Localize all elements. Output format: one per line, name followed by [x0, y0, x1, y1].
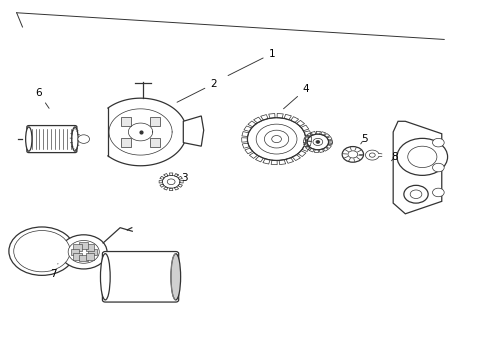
Circle shape — [78, 135, 90, 143]
Polygon shape — [324, 134, 330, 137]
Polygon shape — [326, 145, 331, 148]
Polygon shape — [309, 148, 314, 152]
Circle shape — [9, 227, 75, 275]
Polygon shape — [261, 114, 268, 120]
Polygon shape — [269, 113, 275, 118]
Polygon shape — [279, 160, 286, 165]
Polygon shape — [298, 151, 306, 157]
Polygon shape — [242, 132, 249, 136]
Text: 6: 6 — [35, 88, 49, 108]
Polygon shape — [248, 121, 256, 127]
Polygon shape — [311, 131, 316, 135]
Polygon shape — [242, 143, 249, 148]
Polygon shape — [393, 121, 442, 214]
Text: 3: 3 — [177, 173, 188, 183]
Circle shape — [167, 179, 175, 185]
Circle shape — [408, 146, 437, 167]
Ellipse shape — [100, 254, 110, 300]
Circle shape — [68, 240, 99, 263]
Ellipse shape — [171, 254, 181, 300]
Circle shape — [272, 135, 281, 143]
Ellipse shape — [72, 127, 78, 151]
Text: 2: 2 — [177, 79, 217, 102]
Polygon shape — [315, 149, 318, 153]
Circle shape — [369, 153, 375, 157]
FancyBboxPatch shape — [88, 249, 97, 255]
Text: 7: 7 — [50, 264, 58, 279]
FancyBboxPatch shape — [150, 117, 160, 126]
Polygon shape — [286, 158, 294, 163]
Circle shape — [265, 130, 289, 148]
Polygon shape — [242, 138, 247, 142]
Polygon shape — [277, 113, 283, 118]
Text: 1: 1 — [228, 49, 275, 76]
Polygon shape — [323, 147, 328, 151]
Circle shape — [247, 118, 306, 161]
Circle shape — [162, 175, 180, 188]
FancyBboxPatch shape — [86, 244, 94, 251]
Circle shape — [404, 185, 428, 203]
Circle shape — [316, 140, 320, 143]
Polygon shape — [284, 114, 292, 120]
Circle shape — [342, 147, 364, 162]
Polygon shape — [249, 153, 257, 158]
Polygon shape — [321, 132, 325, 135]
Polygon shape — [271, 160, 277, 165]
Polygon shape — [302, 146, 310, 152]
Polygon shape — [263, 159, 270, 164]
Ellipse shape — [25, 127, 32, 151]
Text: 8: 8 — [392, 152, 398, 162]
Polygon shape — [183, 116, 204, 146]
FancyBboxPatch shape — [27, 126, 77, 153]
FancyBboxPatch shape — [121, 117, 131, 126]
Polygon shape — [244, 126, 251, 131]
Circle shape — [14, 230, 70, 272]
Circle shape — [397, 138, 447, 175]
Polygon shape — [303, 143, 308, 147]
Polygon shape — [304, 136, 309, 140]
Polygon shape — [305, 141, 312, 146]
FancyBboxPatch shape — [79, 255, 88, 261]
Polygon shape — [328, 140, 332, 143]
FancyBboxPatch shape — [73, 253, 82, 260]
Polygon shape — [304, 131, 311, 136]
Circle shape — [256, 124, 297, 154]
Polygon shape — [307, 133, 312, 137]
FancyBboxPatch shape — [79, 242, 88, 249]
Polygon shape — [301, 125, 309, 131]
Polygon shape — [255, 156, 263, 162]
Polygon shape — [305, 146, 311, 150]
Polygon shape — [327, 136, 332, 140]
FancyBboxPatch shape — [102, 252, 179, 302]
FancyBboxPatch shape — [86, 253, 94, 260]
FancyBboxPatch shape — [71, 249, 79, 255]
FancyBboxPatch shape — [121, 138, 131, 147]
FancyBboxPatch shape — [73, 244, 82, 251]
Circle shape — [433, 138, 444, 147]
Circle shape — [60, 235, 107, 269]
Polygon shape — [254, 117, 262, 123]
Circle shape — [307, 134, 329, 150]
Polygon shape — [291, 117, 298, 122]
Text: 4: 4 — [284, 84, 309, 109]
Polygon shape — [319, 149, 324, 153]
Polygon shape — [306, 137, 312, 141]
Polygon shape — [245, 148, 253, 154]
Polygon shape — [328, 142, 332, 145]
Polygon shape — [296, 120, 304, 126]
Circle shape — [410, 190, 422, 198]
Polygon shape — [303, 140, 307, 143]
Polygon shape — [293, 155, 300, 161]
FancyBboxPatch shape — [150, 138, 160, 147]
Polygon shape — [317, 131, 320, 134]
Circle shape — [348, 151, 358, 158]
Text: 5: 5 — [361, 134, 368, 144]
Circle shape — [433, 188, 444, 197]
Circle shape — [313, 138, 323, 145]
Circle shape — [433, 163, 444, 172]
